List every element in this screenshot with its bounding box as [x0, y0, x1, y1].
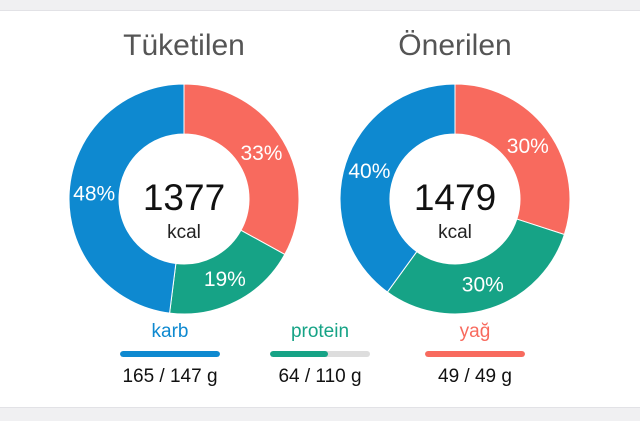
nutrition-summary-card: Tüketilen 1377 kcal 33% 19% 48% Önerilen 1…	[0, 10, 640, 408]
recommended-kcal-value: 1479	[414, 177, 496, 218]
macro-carb: karb 165 / 147 g	[95, 319, 245, 388]
macro-carb-progress-fill	[120, 351, 220, 357]
recommended-donut: 1479 kcal 30% 30% 40%	[339, 83, 571, 315]
macro-carb-value: 165 / 147 g	[122, 366, 218, 387]
macro-protein-progress-fill	[270, 351, 328, 357]
macro-carb-label: karb	[151, 321, 189, 342]
macro-protein-progress-bar	[270, 351, 370, 357]
consumed-chart: Tüketilen 1377 kcal 33% 19% 48%	[64, 11, 304, 321]
macro-protein: protein 64 / 110 g	[245, 319, 395, 388]
recommended-slice-protein	[386, 218, 566, 315]
macro-protein-value: 64 / 110 g	[278, 366, 362, 387]
consumed-slice-fat	[183, 83, 300, 256]
consumed-kcal-unit: kcal	[167, 222, 201, 243]
recommended-kcal-unit: kcal	[438, 222, 472, 243]
macro-fat-progress-fill	[425, 351, 525, 357]
macro-fat-label: yağ	[459, 321, 491, 342]
recommended-slice-label-fat: 30%	[507, 135, 549, 158]
consumed-slice-carb	[68, 83, 185, 314]
recommended-slice-fat	[454, 83, 571, 236]
recommended-slice-carb	[339, 83, 456, 293]
consumed-slice-label-carb: 48%	[73, 182, 115, 205]
consumed-donut: 1377 kcal 33% 19% 48%	[68, 83, 300, 315]
recommended-chart: Önerilen 1479 kcal 30% 30% 40%	[335, 11, 575, 321]
recommended-title: Önerilen	[398, 29, 512, 62]
consumed-slice-label-fat: 33%	[240, 142, 282, 165]
macro-carb-progress-bar	[120, 351, 220, 357]
macro-protein-label: protein	[290, 321, 350, 342]
macro-fat-progress-bar	[425, 351, 525, 357]
macro-fat-value: 49 / 49 g	[438, 366, 512, 387]
recommended-slice-label-carb: 40%	[348, 160, 390, 183]
macro-fat: yağ 49 / 49 g	[400, 319, 550, 388]
consumed-slice-label-protein: 19%	[204, 268, 246, 291]
consumed-kcal-value: 1377	[143, 177, 225, 218]
consumed-title: Tüketilen	[123, 29, 245, 62]
recommended-slice-label-protein: 30%	[462, 274, 504, 297]
